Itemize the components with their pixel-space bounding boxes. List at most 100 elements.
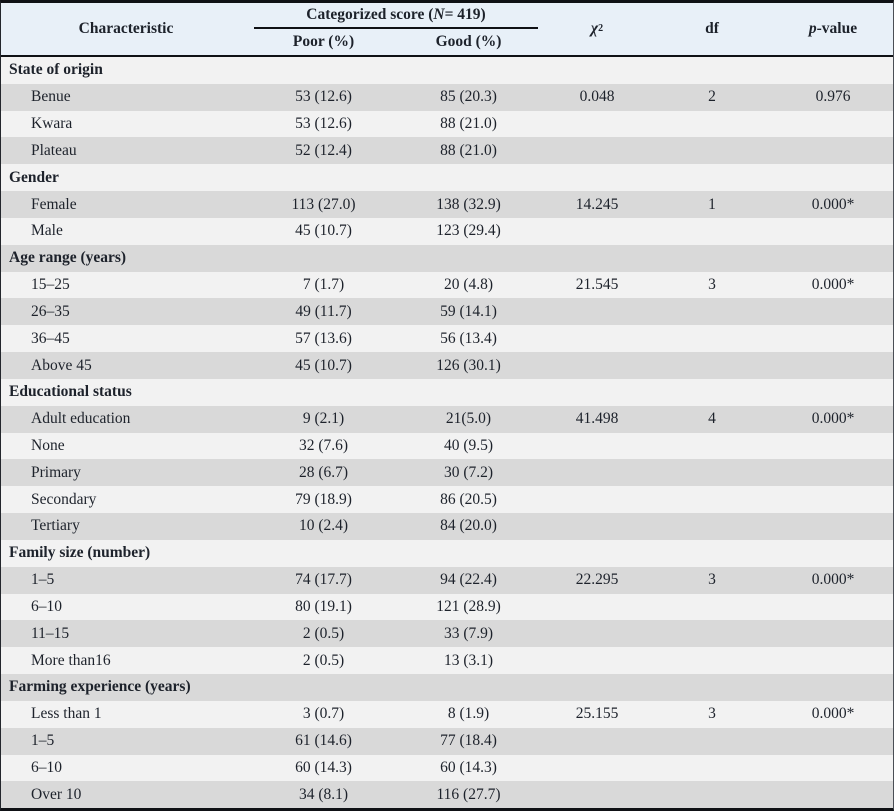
table-row: None 32 (7.6) 40 (9.5) — [1, 432, 893, 460]
cell-df: 1 — [708, 195, 716, 213]
section-row: Age range (years) — [1, 244, 893, 272]
table-row: Benue 53 (12.6) 85 (20.3) 0.048 2 0.976 — [1, 83, 893, 111]
row-label: More than16 — [31, 651, 111, 669]
table-row: Above 45 45 (10.7) 126 (30.1) — [1, 352, 893, 379]
cell-poor: 52 (12.4) — [295, 141, 352, 159]
column-header-p-value: p -value — [771, 3, 893, 55]
row-label: 6–10 — [31, 597, 62, 615]
cell-poor: 74 (17.7) — [295, 571, 352, 589]
cell-chi-square: 14.245 — [575, 195, 619, 213]
cell-good: 94 (22.4) — [440, 571, 497, 589]
cell-poor: 45 (10.7) — [295, 356, 352, 374]
column-header-characteristic-label: Characteristic — [78, 20, 174, 37]
section-label: Family size (number) — [9, 544, 151, 562]
cell-good: 13 (3.1) — [443, 651, 494, 669]
cell-p-value: 0.976 — [815, 88, 851, 106]
row-label: 11–15 — [31, 624, 70, 642]
cell-poor: 57 (13.6) — [295, 329, 352, 347]
section-row: State of origin — [1, 57, 893, 84]
cell-poor: 10 (2.4) — [298, 517, 349, 535]
cell-df: 4 — [708, 410, 716, 428]
cell-good: 60 (14.3) — [440, 758, 497, 776]
cell-poor: 2 (0.5) — [302, 624, 345, 642]
cell-p-value: 0.000* — [811, 705, 855, 723]
table-row: Tertiary 10 (2.4) 84 (20.0) — [1, 513, 893, 540]
cell-good: 40 (9.5) — [443, 437, 494, 454]
cell-poor: 113 (27.0) — [291, 195, 356, 213]
cell-poor: 80 (19.1) — [295, 597, 352, 615]
cell-chi-square: 25.155 — [575, 705, 619, 723]
cell-p-value: 0.000* — [811, 276, 855, 294]
p-value-suffix: -value — [816, 20, 858, 37]
cell-good: 30 (7.2) — [443, 463, 494, 481]
cell-df: 3 — [708, 571, 716, 589]
row-label: Above 45 — [31, 356, 92, 374]
spanner-text-prefix: Categorized score ( — [306, 6, 434, 23]
cell-good: 21(5.0) — [445, 410, 492, 428]
column-header-df: df — [653, 3, 771, 55]
cell-good: 138 (32.9) — [436, 195, 501, 213]
table-row: Primary 28 (6.7) 30 (7.2) — [1, 459, 893, 487]
cell-good: 85 (20.3) — [440, 88, 497, 106]
cell-good: 20 (4.8) — [443, 276, 494, 294]
chi-symbol: χ — [590, 20, 599, 37]
table-row: Plateau 52 (12.4) 88 (21.0) — [1, 137, 893, 165]
cell-good: 84 (20.0) — [440, 517, 497, 535]
cell-good: 56 (13.4) — [440, 329, 497, 347]
cell-poor: 9 (2.1) — [302, 410, 345, 428]
cell-chi-square: 0.048 — [579, 88, 615, 106]
spanner-text-suffix: = 419) — [444, 6, 486, 23]
table-row: 6–10 80 (19.1) 121 (28.9) — [1, 593, 893, 621]
row-label: Tertiary — [31, 517, 80, 535]
cell-poor: 3 (0.7) — [302, 705, 345, 723]
table-row: 11–15 2 (0.5) 33 (7.9) — [1, 620, 893, 648]
row-label: 1–5 — [31, 571, 55, 589]
p-symbol: p — [808, 20, 817, 37]
table-row: Adult education 9 (2.1) 21(5.0) 41.498 4 0.00… — [1, 405, 893, 433]
cell-poor: 60 (14.3) — [295, 758, 352, 776]
column-group-header-categorized-score: Categorized score (N = 419) — [254, 3, 538, 29]
column-header-characteristic: Characteristic — [1, 3, 251, 55]
column-header-good: Good (%) — [396, 29, 541, 55]
cell-poor: 53 (12.6) — [295, 115, 352, 133]
row-label: Male — [31, 222, 63, 240]
cell-good: 86 (20.5) — [440, 490, 497, 508]
cell-df: 2 — [708, 88, 716, 106]
section-label: State of origin — [9, 61, 103, 79]
cell-p-value: 0.000* — [811, 195, 855, 213]
row-label: Primary — [31, 463, 81, 481]
cell-chi-square: 21.545 — [575, 276, 619, 294]
section-row: Farming experience (years) — [1, 674, 893, 701]
cell-poor: 45 (10.7) — [295, 222, 352, 240]
table-header: Characteristic Categorized score (N = 41… — [1, 3, 893, 57]
table-row: Male 45 (10.7) 123 (29.4) — [1, 217, 893, 245]
cell-df: 3 — [708, 705, 716, 723]
cell-poor: 79 (18.9) — [295, 490, 352, 508]
row-label: 6–10 — [31, 758, 62, 776]
row-label: 26–35 — [31, 302, 70, 320]
row-label: 15–25 — [31, 276, 70, 294]
column-header-df-label: df — [705, 20, 719, 37]
row-label: 36–45 — [31, 329, 70, 347]
column-header-poor: Poor (%) — [251, 29, 396, 55]
cell-poor: 61 (14.6) — [295, 732, 352, 750]
row-label: Benue — [31, 88, 71, 106]
section-label: Gender — [9, 168, 59, 186]
cell-good: 77 (18.4) — [440, 732, 497, 750]
table-row: 15–25 7 (1.7) 20 (4.8) 21.545 3 0.000* — [1, 271, 893, 299]
cell-good: 116 (27.7) — [436, 785, 501, 803]
table-row: 26–35 49 (11.7) 59 (14.1) — [1, 298, 893, 326]
cell-poor: 32 (7.6) — [298, 437, 349, 454]
row-label: Over 10 — [31, 785, 82, 803]
section-row: Educational status — [1, 378, 893, 406]
table-row: 6–10 60 (14.3) 60 (14.3) — [1, 754, 893, 782]
table-row: Over 10 34 (8.1) 116 (27.7) — [1, 781, 893, 808]
table-row: 1–5 74 (17.7) 94 (22.4) 22.295 3 0.000* — [1, 566, 893, 594]
table-row: Kwara 53 (12.6) 88 (21.0) — [1, 110, 893, 138]
cell-poor: 49 (11.7) — [295, 302, 352, 320]
row-label: Plateau — [31, 141, 77, 159]
table-row: Secondary 79 (18.9) 86 (20.5) — [1, 486, 893, 514]
row-label: Adult education — [31, 410, 131, 428]
cell-poor: 7 (1.7) — [302, 276, 345, 294]
row-label: Kwara — [31, 115, 73, 133]
